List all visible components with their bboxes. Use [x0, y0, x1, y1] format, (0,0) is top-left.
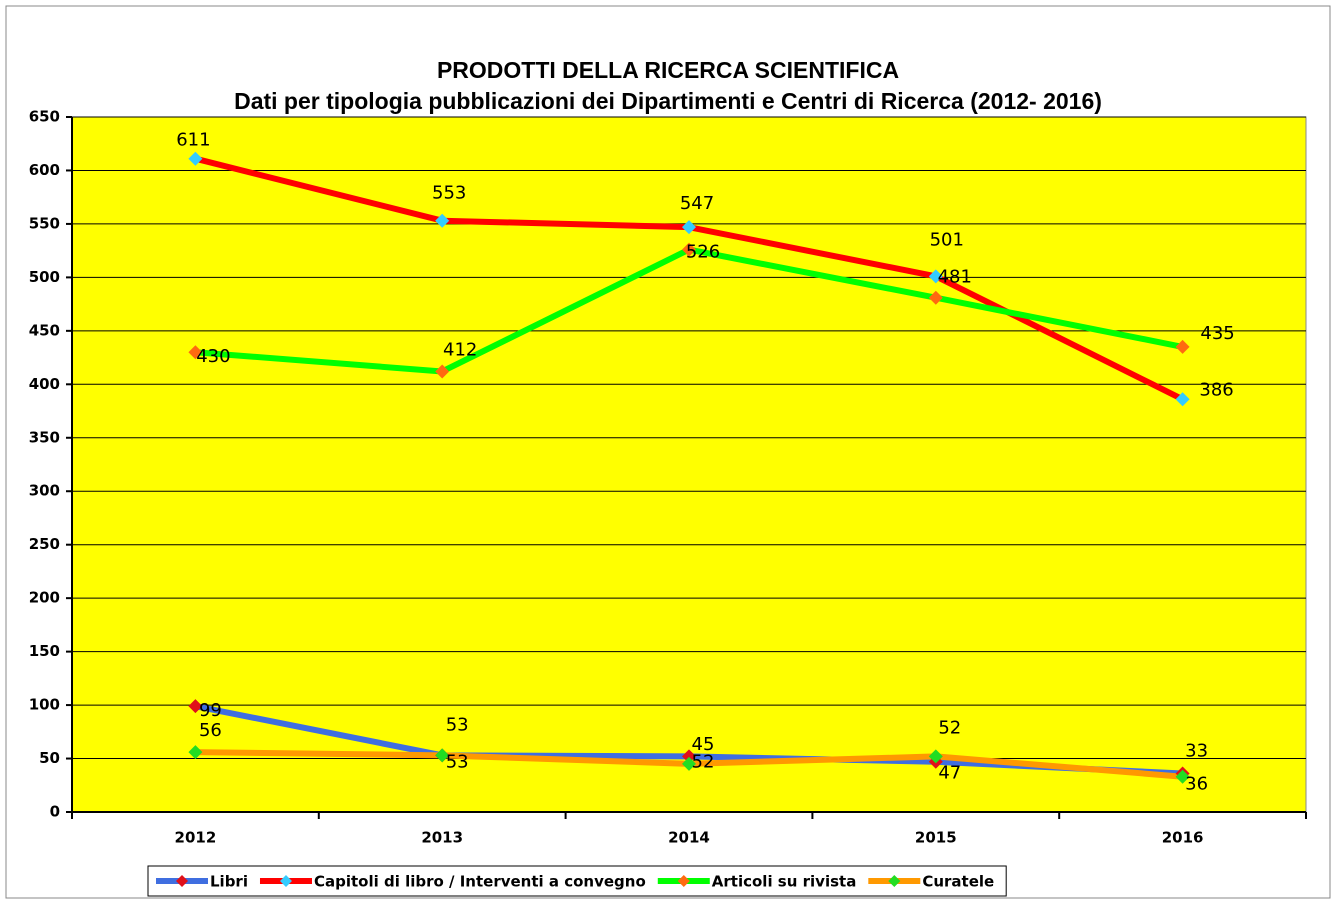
- data-label: 553: [432, 183, 466, 204]
- data-label: 52: [692, 751, 715, 772]
- data-label: 45: [692, 734, 715, 755]
- point-marker: [435, 213, 450, 228]
- data-label: 47: [938, 763, 961, 784]
- data-label: 33: [1185, 741, 1208, 762]
- point-marker: [682, 749, 696, 764]
- x-tick-label: 2012: [175, 829, 217, 847]
- point-marker: [682, 220, 696, 235]
- data-label: 611: [176, 130, 210, 151]
- legend-marker: [677, 875, 690, 887]
- point-marker: [1175, 769, 1190, 784]
- legend-marker: [279, 875, 292, 887]
- data-label: 386: [1199, 379, 1233, 400]
- chart-title: PRODOTTI DELLA RICERCA SCIENTIFICA: [437, 57, 899, 83]
- data-label: 435: [1200, 323, 1234, 344]
- y-tick-label: 200: [29, 589, 60, 607]
- chart-subtitle: Dati per tipologia pubblicazioni dei Dip…: [234, 88, 1102, 114]
- y-tick-label: 50: [39, 749, 60, 767]
- point-marker: [928, 269, 943, 284]
- y-tick-label: 500: [29, 268, 60, 286]
- data-label: 526: [686, 242, 720, 263]
- data-label: 99: [199, 700, 222, 721]
- y-tick-label: 600: [29, 161, 60, 179]
- y-tick-label: 550: [29, 214, 60, 232]
- x-tick-label: 2015: [915, 829, 957, 847]
- data-label: 481: [938, 267, 972, 288]
- x-tick-label: 2016: [1162, 829, 1204, 847]
- point-marker: [435, 748, 450, 763]
- y-tick-label: 350: [29, 428, 60, 446]
- data-label: 52: [938, 717, 961, 738]
- y-tick-label: 450: [29, 321, 60, 339]
- data-label: 36: [1185, 774, 1208, 795]
- point-marker: [1175, 392, 1190, 407]
- point-marker: [1175, 339, 1190, 354]
- legend-label: Libri: [210, 873, 248, 891]
- point-marker: [188, 745, 203, 760]
- point-marker: [682, 756, 696, 771]
- point-marker: [928, 290, 943, 305]
- data-label: 53: [446, 714, 469, 735]
- data-label: 56: [199, 720, 222, 741]
- y-tick-label: 150: [29, 642, 60, 660]
- point-marker: [928, 749, 943, 764]
- data-label: 53: [446, 751, 469, 772]
- legend-marker: [888, 875, 901, 887]
- data-label: 430: [196, 346, 230, 367]
- data-label: 547: [680, 193, 714, 214]
- legend-label: Articoli su rivista: [712, 873, 857, 891]
- point-marker: [188, 151, 203, 166]
- point-marker: [682, 242, 696, 257]
- y-tick-label: 250: [29, 535, 60, 553]
- y-tick-label: 400: [29, 375, 60, 393]
- legend-marker: [176, 875, 188, 887]
- y-tick-label: 300: [29, 482, 60, 500]
- point-marker: [435, 364, 450, 379]
- point-marker: [188, 699, 203, 714]
- y-tick-label: 0: [50, 803, 60, 821]
- legend-label: Curatele: [922, 873, 994, 891]
- x-tick-label: 2014: [668, 829, 710, 847]
- legend-label: Capitoli di libro / Interventi a convegn…: [314, 873, 646, 891]
- data-label: 501: [930, 229, 964, 250]
- y-tick-label: 100: [29, 696, 60, 714]
- y-tick-label: 650: [29, 108, 60, 126]
- x-tick-label: 2013: [421, 829, 463, 847]
- data-label: 412: [443, 339, 477, 360]
- point-marker: [188, 345, 203, 360]
